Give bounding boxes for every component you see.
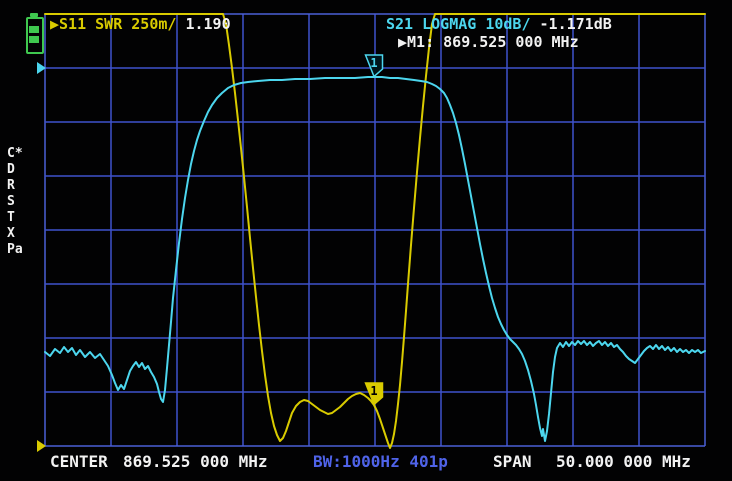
s11-label-text: S11 SWR 250m/ xyxy=(59,15,177,33)
marker-flag-icon xyxy=(364,54,384,78)
battery-body xyxy=(26,17,44,54)
cal-status-item: T xyxy=(7,210,15,225)
s21-label-text: S21 LOGMAG 10dB/ xyxy=(386,15,531,33)
marker-arrow-icon: ▶ xyxy=(398,33,408,51)
battery-segment xyxy=(29,36,39,43)
center-frequency[interactable]: 869.525 000 MHz xyxy=(123,452,268,471)
battery-icon xyxy=(26,13,44,54)
s11-swr-trace xyxy=(44,13,706,449)
marker-flag-number: 1 xyxy=(370,384,377,398)
s11-value: 1.190 xyxy=(176,15,231,33)
marker1-name: M1: xyxy=(407,33,435,51)
cal-status-item: X xyxy=(7,226,15,241)
cal-status-item: R xyxy=(7,178,15,193)
span-frequency[interactable]: 50.000 000 MHz xyxy=(556,452,691,471)
marker1-frequency: 869.525 000 MHz xyxy=(434,33,579,51)
cal-status-item: S xyxy=(7,194,15,209)
marker-flag-icon xyxy=(364,382,384,406)
span-label: SPAN xyxy=(493,452,532,471)
active-trace-arrow-icon: ▶ xyxy=(50,15,60,33)
s21-logmag-trace xyxy=(44,76,706,442)
cal-status-item: C* xyxy=(7,146,23,161)
s11-reference-level-icon xyxy=(37,440,46,452)
cal-status-item: Pa xyxy=(7,242,23,257)
bandwidth-points[interactable]: BW:1000Hz 401p xyxy=(313,452,448,471)
marker-flag-number: 1 xyxy=(370,56,377,70)
s11-trace-label[interactable]: ▶S11 SWR 250m/ 1.190 xyxy=(50,15,231,33)
cal-status-item: D xyxy=(7,162,15,177)
battery-cap xyxy=(30,13,38,17)
calibration-status-column: C* D R S T X Pa xyxy=(7,146,33,258)
marker1-readout[interactable]: ▶M1: 869.525 000 MHz xyxy=(398,33,579,51)
s21-reference-level-icon xyxy=(37,62,46,74)
center-label: CENTER xyxy=(50,452,108,471)
battery-segment xyxy=(29,26,39,33)
s21-trace-label[interactable]: S21 LOGMAG 10dB/ -1.171dB xyxy=(386,15,612,33)
frequency-bar: CENTER 869.525 000 MHz BW:1000Hz 401p SP… xyxy=(0,449,732,481)
s21-value: -1.171dB xyxy=(530,15,612,33)
